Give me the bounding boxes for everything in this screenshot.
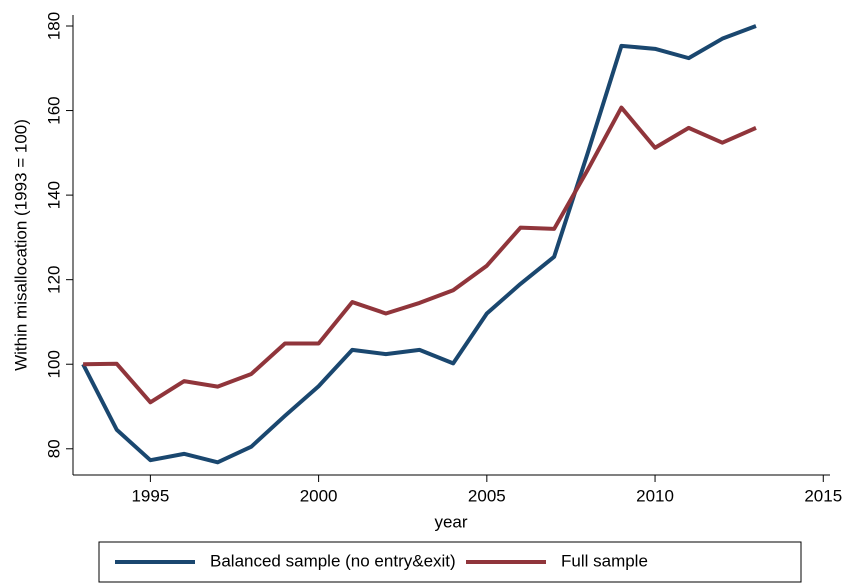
y-tick-label: 120 bbox=[44, 265, 63, 293]
x-tick-label: 2005 bbox=[468, 486, 506, 505]
x-axis-title: year bbox=[434, 512, 467, 531]
x-tick-label: 2000 bbox=[300, 486, 338, 505]
legend-box bbox=[98, 541, 802, 583]
y-axis-title: Within misallocation (1993 = 100) bbox=[11, 119, 30, 371]
line-series bbox=[83, 105, 757, 405]
line-series bbox=[81, 24, 757, 465]
x-tick-label: 2015 bbox=[804, 486, 842, 505]
y-tick-label: 80 bbox=[44, 439, 63, 458]
y-tick-label: 140 bbox=[44, 181, 63, 209]
y-tick-label: 160 bbox=[44, 96, 63, 124]
y-tick-label: 100 bbox=[44, 350, 63, 378]
legend-label: Balanced sample (no entry&exit) bbox=[210, 551, 456, 570]
x-tick-label: 2010 bbox=[636, 486, 674, 505]
x-tick-label: 1995 bbox=[131, 486, 169, 505]
y-tick-label: 180 bbox=[44, 12, 63, 40]
legend-label: Full sample bbox=[561, 551, 648, 570]
